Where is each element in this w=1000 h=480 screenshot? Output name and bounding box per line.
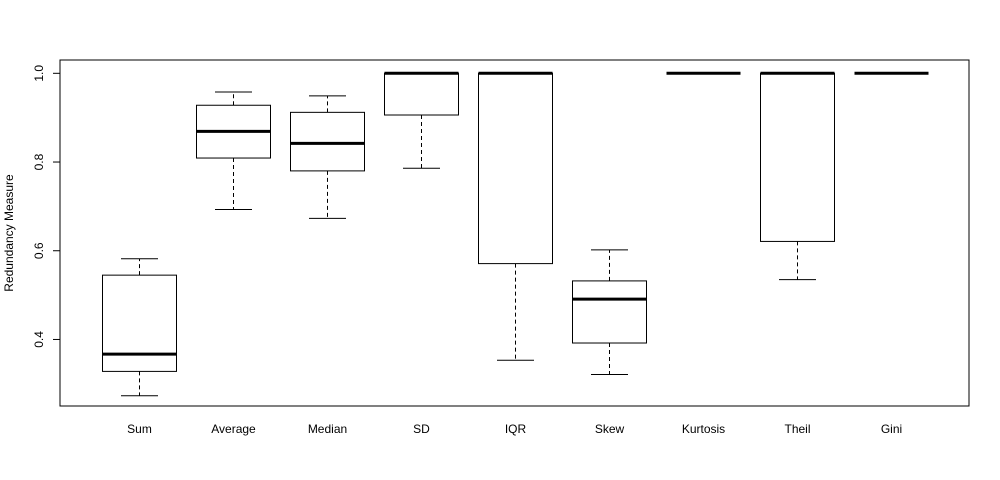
boxes-group [102,71,929,397]
x-tick-label: Gini [881,422,902,436]
x-tick-label: SD [413,422,430,436]
x-tick-label: Average [211,422,256,436]
y-axis-title: Redundancy Measure [2,174,16,292]
x-tick-label: Median [308,422,347,436]
y-tick-label: 0.8 [32,153,46,170]
iqr-box [478,72,553,265]
y-tick-label: 0.4 [32,331,46,348]
x-tick-label: Kurtosis [682,422,725,436]
x-axis-labels: Sum Average Median SD IQR Skew Kurtosis Theil Gi… [127,422,902,436]
y-axis: 0.4 0.6 0.8 1.0 [32,65,61,348]
box-sd [384,71,459,169]
y-tick-label: 1.0 [32,65,46,82]
x-tick-label: IQR [505,422,527,436]
box-average [196,91,271,210]
box-theil [760,71,835,281]
box-iqr [478,71,553,361]
y-tick-label: 0.6 [32,242,46,259]
x-tick-label: Theil [784,422,810,436]
iqr-box [760,72,835,242]
x-tick-label: Sum [127,422,152,436]
iqr-box [102,274,177,372]
iqr-box [572,280,647,344]
box-skew [572,249,647,376]
box-median [290,95,365,219]
iqr-box [384,72,459,116]
x-tick-label: Skew [595,422,625,436]
iqr-box [290,111,365,172]
box-sum [102,258,177,397]
